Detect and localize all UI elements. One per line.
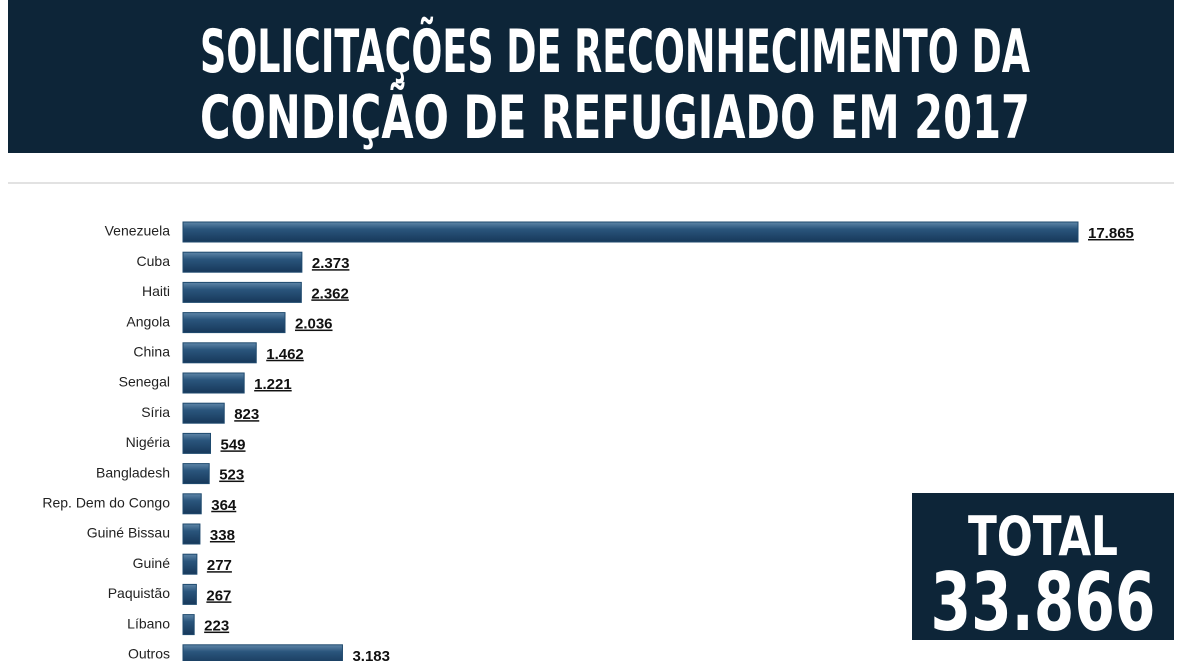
value-label: 2.373 <box>312 255 350 272</box>
bar <box>182 493 202 515</box>
bar <box>182 614 195 636</box>
bar <box>182 372 245 394</box>
category-label: Angola <box>126 313 170 329</box>
bar <box>182 312 286 334</box>
value-label: 823 <box>234 406 259 423</box>
category-label: Venezuela <box>105 223 171 239</box>
total-title: TOTAL <box>968 505 1118 568</box>
category-label: Outros <box>128 646 170 661</box>
bar <box>182 523 201 545</box>
value-label: 338 <box>210 527 235 544</box>
chart-title: CONDIÇÃO DE REFUGIADO EM 2017 <box>200 81 1030 153</box>
value-label: 2.036 <box>295 316 333 333</box>
bar <box>182 281 302 303</box>
total-box <box>912 493 1174 640</box>
category-label: Senegal <box>119 374 170 390</box>
bar <box>182 644 343 661</box>
value-label: 267 <box>206 587 231 604</box>
category-label: Nigéria <box>126 434 171 450</box>
bar <box>182 251 303 273</box>
value-label: 523 <box>219 467 244 484</box>
bar <box>182 583 197 605</box>
title-banner <box>8 0 1174 153</box>
bar <box>182 342 257 364</box>
bar <box>182 463 210 485</box>
total-value: 33.866 <box>931 556 1156 649</box>
value-label: 364 <box>211 497 237 514</box>
chart-title: SOLICITAÇÕES DE RECONHECIMENTO DA <box>200 16 1030 87</box>
category-label: Rep. Dem do Congo <box>42 495 170 511</box>
value-label: 277 <box>207 557 232 574</box>
bar <box>182 221 1079 243</box>
category-label: Líbano <box>127 615 170 631</box>
category-label: Paquistão <box>108 585 170 601</box>
value-label: 2.362 <box>311 285 349 302</box>
value-label: 17.865 <box>1088 225 1134 242</box>
value-label: 3.183 <box>352 648 390 661</box>
category-label: Haiti <box>142 283 170 299</box>
category-label: Guiné Bissau <box>87 525 170 541</box>
value-label: 1.462 <box>266 346 304 363</box>
bar <box>182 432 212 454</box>
value-label: 223 <box>204 618 229 635</box>
category-label: Síria <box>141 404 170 420</box>
category-label: China <box>133 344 170 360</box>
value-label: 1.221 <box>254 376 292 393</box>
bar <box>182 553 198 575</box>
category-label: Cuba <box>137 253 171 269</box>
category-label: Bangladesh <box>96 464 170 480</box>
value-label: 549 <box>221 436 246 453</box>
bar <box>182 402 225 424</box>
category-label: Guiné <box>133 555 171 571</box>
